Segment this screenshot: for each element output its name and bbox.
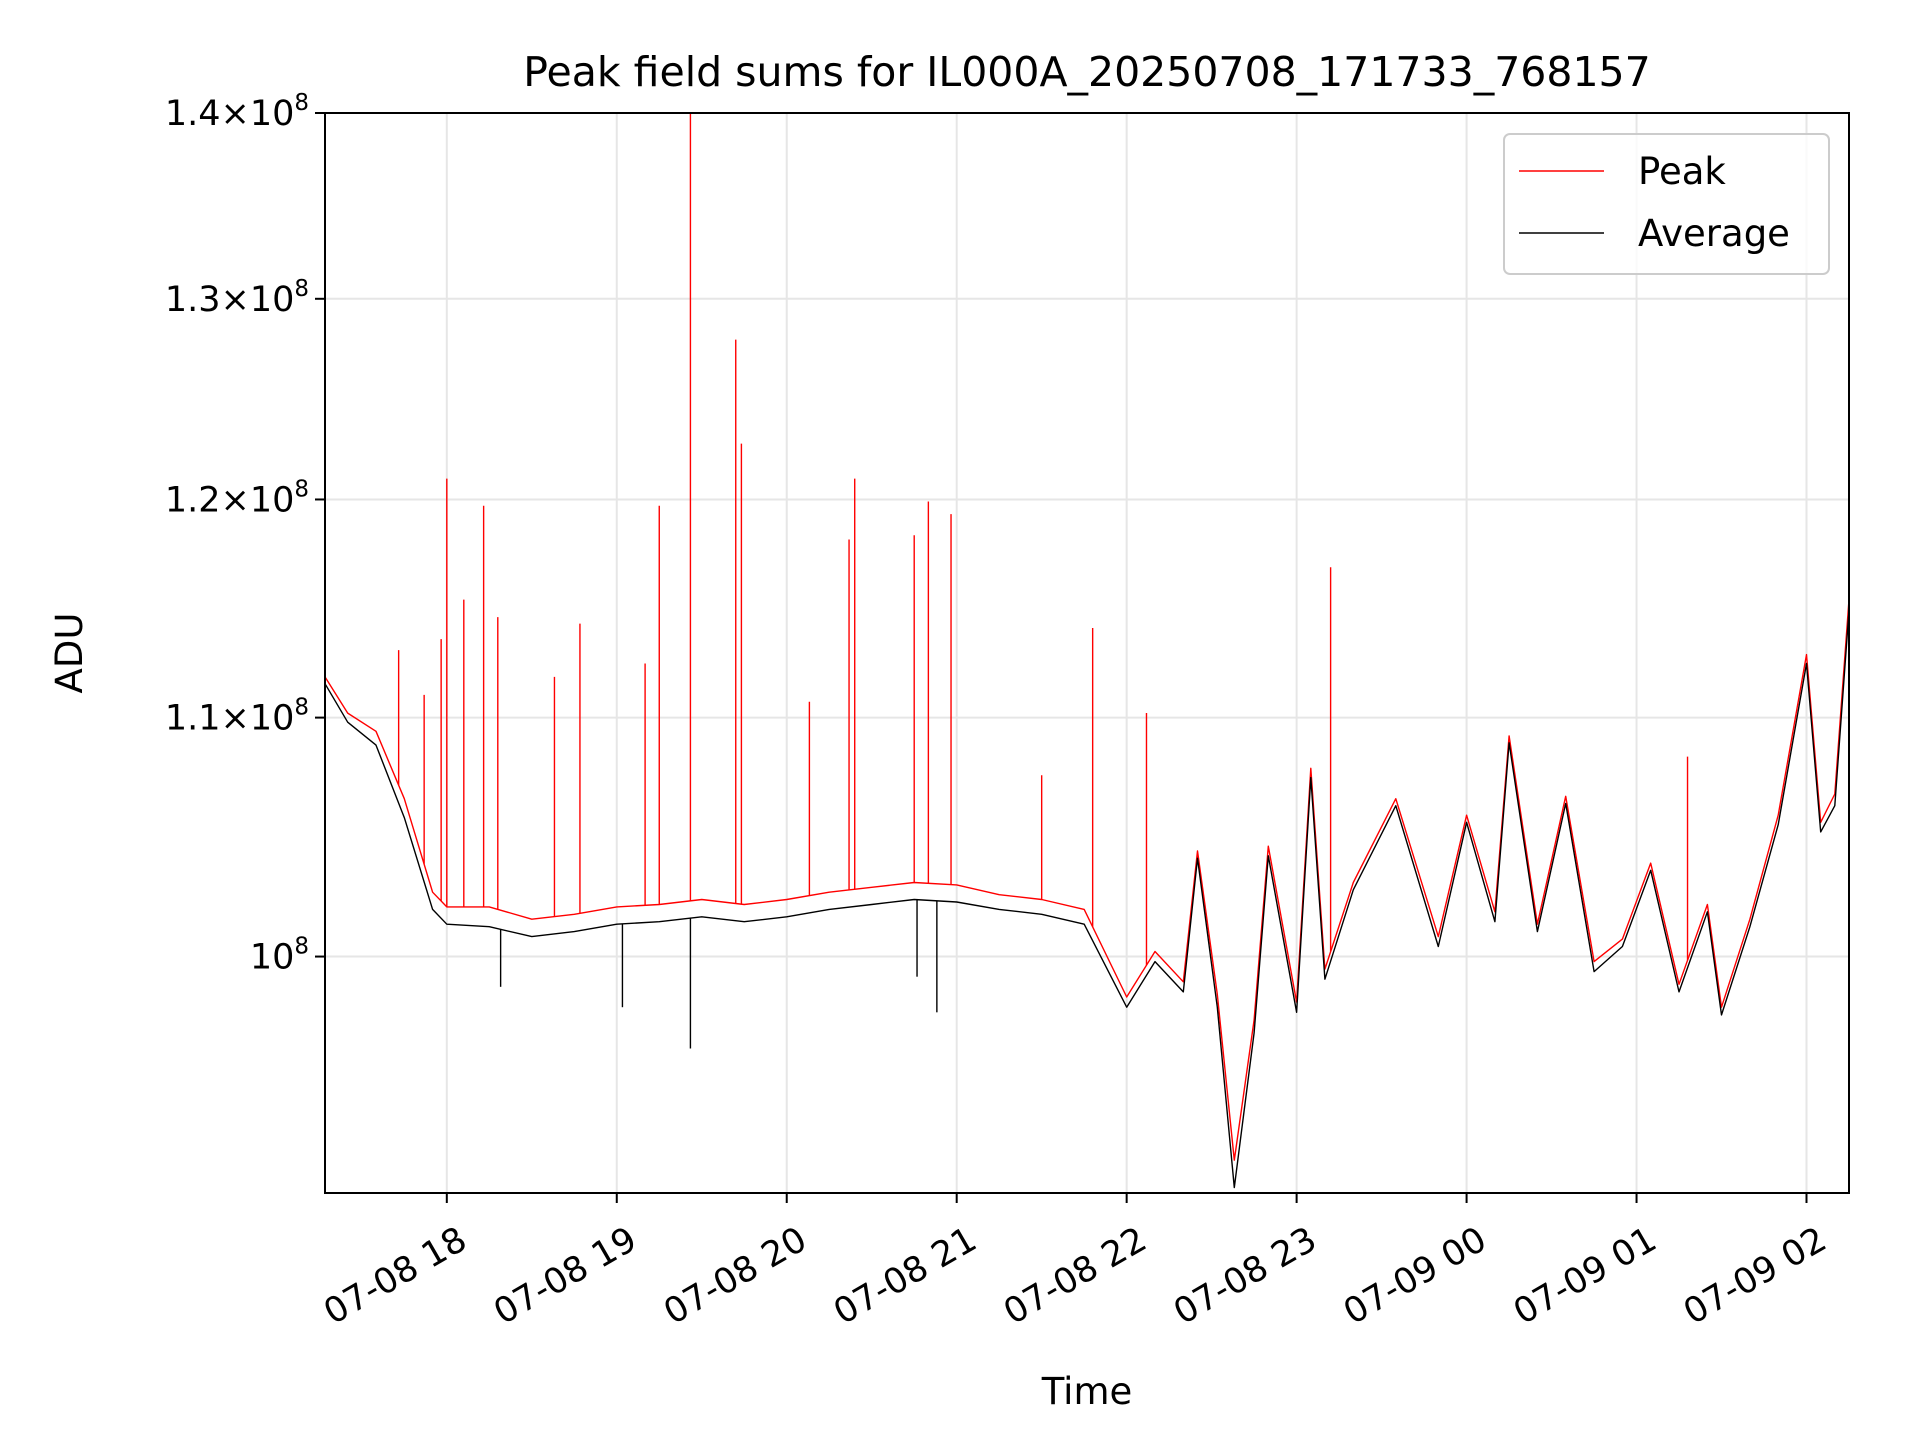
series-line-average xyxy=(324,610,1850,1189)
y-tick-label: 1.3×108 xyxy=(165,276,309,320)
x-tick-label: 07-08 18 xyxy=(317,1220,473,1333)
x-tick-label: 07-09 01 xyxy=(1507,1220,1663,1333)
legend: Peak Average xyxy=(1503,133,1830,275)
x-tick-label: 07-09 02 xyxy=(1677,1220,1833,1333)
series-layer xyxy=(324,113,1850,1189)
x-axis-label: Time xyxy=(1041,1370,1133,1413)
x-tick-label: 07-08 23 xyxy=(1167,1220,1323,1333)
legend-box xyxy=(1503,133,1830,275)
legend-label-average: Average xyxy=(1638,212,1790,255)
y-axis-label: ADU xyxy=(48,613,91,694)
y-tick-label: 108 xyxy=(250,934,309,978)
x-tick-label: 07-09 00 xyxy=(1337,1220,1493,1333)
y-tick-label: 1.4×108 xyxy=(165,90,309,134)
chart-title: Peak field sums for IL000A_20250708_1717… xyxy=(523,48,1650,96)
x-axis: 07-08 18 07-08 19 07-08 20 07-08 21 07-08 22… xyxy=(317,1193,1833,1333)
y-axis: 108 1.1×108 1.2×108 1.3×108 1.4×108 xyxy=(165,90,325,978)
x-tick-label: 07-08 20 xyxy=(657,1220,813,1333)
x-tick-label: 07-08 22 xyxy=(997,1220,1153,1333)
legend-label-peak: Peak xyxy=(1638,150,1726,193)
plot-frame xyxy=(324,112,1850,1194)
x-tick-label: 07-08 19 xyxy=(487,1220,643,1333)
x-tick-label: 07-08 21 xyxy=(827,1220,983,1333)
y-tick-label: 1.1×108 xyxy=(165,695,309,739)
y-tick-label: 1.2×108 xyxy=(165,476,309,520)
series-line-peak xyxy=(324,599,1850,1161)
